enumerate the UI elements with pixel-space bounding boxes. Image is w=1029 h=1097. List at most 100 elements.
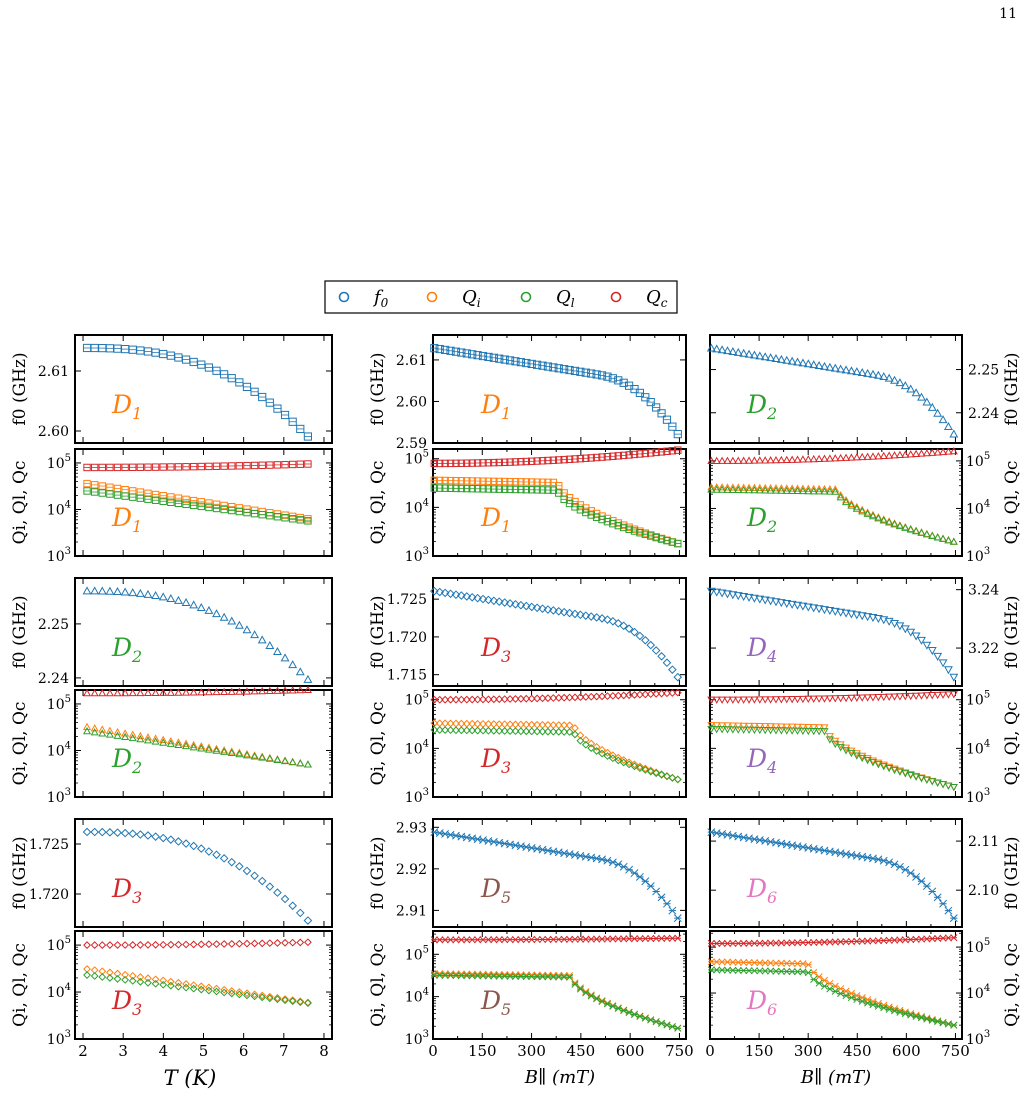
data-point — [430, 586, 439, 596]
data-point — [227, 857, 237, 867]
data-point — [273, 993, 282, 1002]
data-point — [873, 615, 883, 624]
data-point — [479, 726, 487, 735]
data-point — [863, 509, 872, 517]
data-point — [831, 740, 840, 748]
data-point — [212, 744, 221, 753]
panel-frame — [432, 448, 687, 557]
data-point — [879, 451, 888, 460]
y-tick-label: 103 — [47, 787, 71, 806]
data-point — [136, 973, 145, 981]
data-point — [90, 689, 99, 697]
data-point — [296, 998, 305, 1007]
y-tick-label: 2.92 — [396, 862, 427, 878]
data-point — [174, 688, 183, 696]
data-point — [143, 589, 153, 598]
data-point — [598, 997, 606, 1005]
data-point — [235, 862, 244, 871]
data-point — [197, 982, 206, 991]
data-point — [772, 959, 780, 967]
data-point — [944, 934, 952, 942]
data-point — [522, 936, 530, 944]
data-point — [128, 941, 137, 949]
data-point — [804, 969, 812, 977]
data-point — [798, 695, 807, 704]
data-point — [890, 375, 899, 384]
data-point — [772, 939, 780, 947]
y-tick-label: 1.720 — [387, 630, 427, 646]
data-point — [265, 939, 274, 948]
x-tick-label: 150 — [745, 1042, 774, 1060]
data-point — [830, 363, 840, 372]
data-point — [484, 695, 493, 704]
data-point — [500, 598, 509, 607]
data-point — [939, 899, 947, 908]
data-point — [452, 972, 460, 980]
legend-label: Qi — [462, 287, 481, 310]
data-point — [673, 775, 682, 784]
data-point — [707, 485, 716, 493]
data-point — [273, 755, 282, 763]
data-point — [938, 415, 948, 424]
data-point — [250, 630, 260, 639]
data-point — [544, 973, 552, 981]
data-point — [296, 759, 305, 767]
data-point — [874, 759, 883, 767]
y-axis-label: f0 (GHz) — [368, 595, 388, 668]
data-point — [761, 483, 770, 492]
data-point — [847, 694, 856, 703]
data-point — [603, 935, 612, 943]
data-point — [723, 726, 732, 734]
data-point — [928, 448, 937, 456]
data-point — [798, 486, 807, 495]
data-point — [874, 452, 883, 460]
data-point — [473, 593, 482, 603]
data-point — [868, 759, 878, 767]
data-point — [98, 729, 107, 737]
data-point — [777, 727, 786, 735]
data-point — [281, 938, 289, 947]
data-point — [944, 447, 953, 455]
data-point — [739, 456, 748, 464]
data-point — [189, 841, 198, 851]
data-point — [641, 935, 649, 943]
data-point — [173, 595, 183, 604]
y-tick-label: 2.59 — [396, 436, 427, 452]
y-tick-label: 104 — [966, 498, 990, 517]
data-point — [847, 453, 856, 461]
data-point — [144, 978, 152, 987]
data-point — [739, 722, 748, 731]
data-point — [533, 694, 542, 703]
data-points — [430, 688, 682, 784]
data-point — [723, 346, 732, 355]
data-point — [761, 456, 770, 464]
data-point — [566, 935, 574, 943]
data-point — [189, 688, 198, 696]
legend-label: Ql — [556, 287, 575, 310]
data-point — [755, 723, 764, 731]
data-point — [544, 694, 552, 703]
data-point — [143, 831, 153, 840]
data-point — [516, 694, 525, 703]
data-point — [197, 688, 206, 696]
data-point — [847, 499, 856, 507]
data-point — [457, 726, 466, 735]
data-point — [944, 1020, 952, 1028]
data-point — [760, 596, 770, 605]
data-point — [295, 667, 305, 676]
data-point — [189, 600, 199, 609]
data-point — [755, 486, 764, 494]
data-point — [204, 605, 214, 614]
data-point — [533, 935, 541, 944]
y-tick-label: 105 — [47, 694, 71, 713]
data-point — [895, 521, 904, 530]
data-point — [619, 756, 628, 764]
data-point — [288, 997, 297, 1006]
data-points — [707, 691, 958, 792]
data-point — [723, 966, 732, 974]
